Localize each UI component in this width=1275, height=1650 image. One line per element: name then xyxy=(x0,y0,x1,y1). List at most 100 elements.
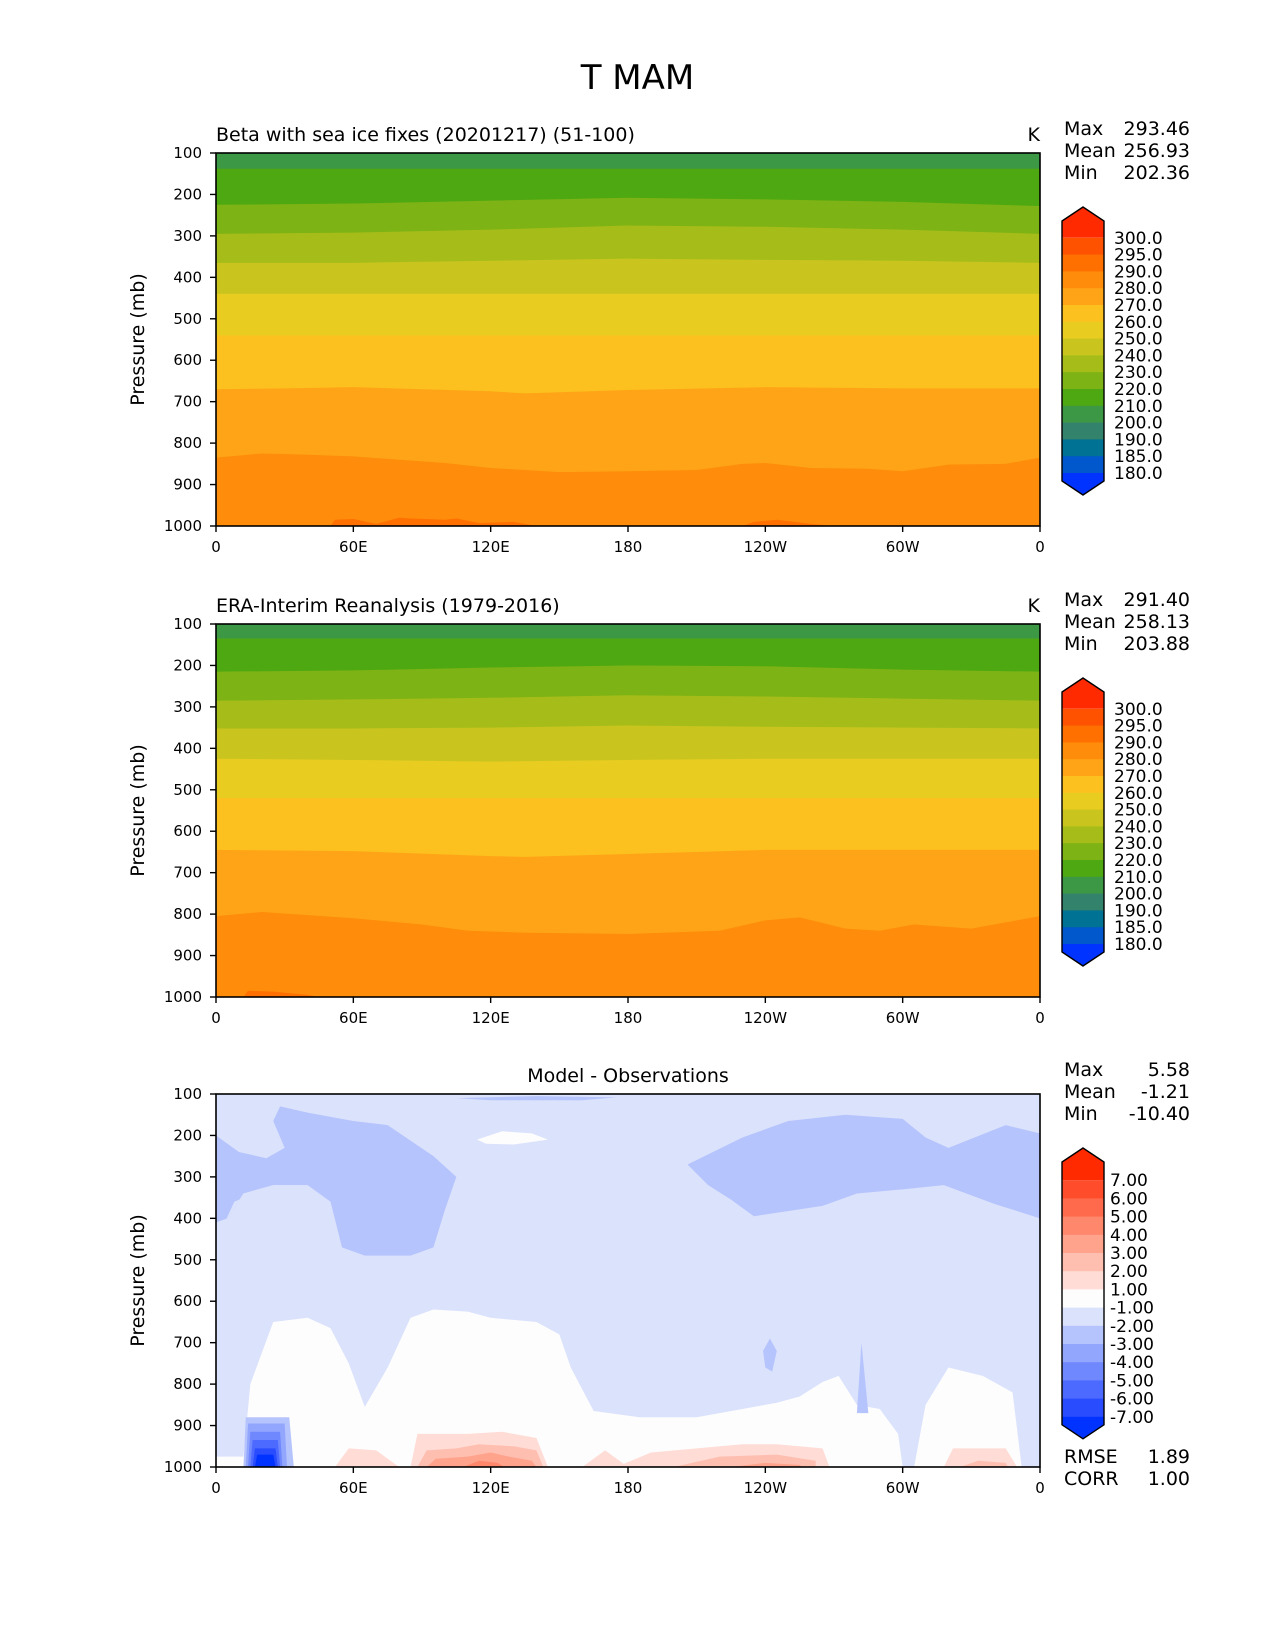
stat-label: Max xyxy=(1064,1059,1103,1081)
colorbar-segment xyxy=(1062,321,1104,340)
colorbar-segment xyxy=(1062,826,1104,844)
colorbar-tick-label: 190.0 xyxy=(1114,430,1163,450)
y-tick-label: 300 xyxy=(173,698,202,716)
colorbar-outline xyxy=(1061,1147,1105,1440)
contour-region xyxy=(335,1448,400,1467)
colorbar-segment xyxy=(1062,1198,1104,1218)
colorbar-segment xyxy=(1062,708,1104,727)
units-label: K xyxy=(1028,124,1041,146)
y-tick-label: 800 xyxy=(173,905,202,923)
x-tick-label: 60W xyxy=(886,538,920,556)
colorbar-tick-label: 220.0 xyxy=(1114,380,1163,400)
bottom-stat-value: 1.89 xyxy=(1148,1446,1190,1468)
colorbar-tick-label: 270.0 xyxy=(1114,296,1163,316)
colorbar-segment xyxy=(1062,338,1104,356)
y-tick-label: 1000 xyxy=(164,1458,202,1476)
y-tick-label: 700 xyxy=(173,393,202,411)
colorbar-tick-label: 6.00 xyxy=(1110,1189,1148,1209)
contour-region xyxy=(763,1338,777,1372)
panel-2: 100 200 300 400 500 600 700 800 900 1000 0 60E 120E 1… xyxy=(127,589,1190,1027)
figure-title: T MAM xyxy=(580,58,695,98)
contour-region xyxy=(216,1185,342,1252)
stat-label: Min xyxy=(1064,162,1098,184)
colorbar-segment xyxy=(1062,893,1104,911)
contour-region xyxy=(856,1342,869,1414)
y-tick-label: 600 xyxy=(173,1292,202,1310)
stat-value: 5.58 xyxy=(1148,1059,1190,1081)
y-tick-label: 900 xyxy=(173,947,202,965)
stat-label: Min xyxy=(1064,633,1098,655)
colorbar-tick-label: 210.0 xyxy=(1114,868,1163,888)
bottom-stat-label: RMSE xyxy=(1064,1446,1118,1468)
colorbar-segment xyxy=(1062,910,1104,928)
colorbar-tick-label: 230.0 xyxy=(1114,363,1163,383)
colorbar-tick-label: 190.0 xyxy=(1114,901,1163,921)
panel-3: 100 200 300 400 500 600 700 800 900 1000 0 60E 120E 1… xyxy=(127,1059,1190,1497)
colorbar-tick-label: 185.0 xyxy=(1114,447,1163,467)
x-tick-label: 120W xyxy=(744,1479,788,1497)
y-tick-label: 400 xyxy=(173,1209,202,1227)
colorbar-segment xyxy=(1062,792,1104,811)
stat-value: 291.40 xyxy=(1124,589,1190,611)
x-tick-label: 180 xyxy=(614,1479,643,1497)
colorbar: 7.006.005.004.003.002.001.00-1.00-2.00-3… xyxy=(1061,1147,1154,1440)
colorbar-tick-label: 290.0 xyxy=(1114,262,1163,282)
colorbar-outline xyxy=(1061,206,1105,496)
colorbar-tick-label: 240.0 xyxy=(1114,346,1163,366)
y-tick-label: 200 xyxy=(173,656,202,674)
colorbar-extend-max xyxy=(1062,1148,1104,1181)
x-tick-label: 120W xyxy=(744,538,788,556)
colorbar-segment xyxy=(1062,439,1104,457)
y-axis-title: Pressure (mb) xyxy=(127,273,149,406)
contour-region xyxy=(476,1131,548,1145)
contour-band xyxy=(216,517,1040,526)
bottom-stat-value: 1.00 xyxy=(1148,1468,1190,1490)
y-tick-label: 800 xyxy=(173,1375,202,1393)
y-tick-label: 500 xyxy=(173,781,202,799)
x-tick-label: 120E xyxy=(472,1479,510,1497)
colorbar-segment xyxy=(1062,742,1104,760)
colorbar-segment xyxy=(1062,1380,1104,1400)
y-tick-label: 500 xyxy=(173,310,202,328)
colorbar-tick-label: 220.0 xyxy=(1114,851,1163,871)
y-tick-label: 100 xyxy=(173,1085,202,1103)
y-tick-label: 700 xyxy=(173,1334,202,1352)
colorbar-outline xyxy=(1061,677,1105,967)
y-tick-label: 900 xyxy=(173,1417,202,1435)
colorbar-tick-label: 290.0 xyxy=(1114,733,1163,753)
colorbar-segment xyxy=(1062,876,1104,895)
colorbar-segment xyxy=(1062,254,1104,272)
colorbar-tick-label: 230.0 xyxy=(1114,834,1163,854)
contour-region xyxy=(463,1460,505,1467)
colorbar: 300.0295.0290.0280.0270.0260.0250.0240.0… xyxy=(1061,206,1163,496)
y-axis-title: Pressure (mb) xyxy=(127,744,149,877)
y-tick-label: 400 xyxy=(173,268,202,286)
colorbar-tick-label: 180.0 xyxy=(1114,464,1163,484)
bottom-stat-label: CORR xyxy=(1064,1468,1119,1490)
colorbar-tick-label: 185.0 xyxy=(1114,918,1163,938)
colorbar-extend-min xyxy=(1062,944,1104,966)
x-tick-label: 120W xyxy=(744,1009,788,1027)
stat-value: 258.13 xyxy=(1124,611,1190,633)
colorbar-segment xyxy=(1062,1253,1104,1272)
y-tick-label: 800 xyxy=(173,434,202,452)
colorbar-segment xyxy=(1062,1180,1104,1199)
colorbar-tick-label: -4.00 xyxy=(1110,1353,1154,1373)
colorbar-tick-label: 1.00 xyxy=(1110,1280,1148,1300)
stat-value: 202.36 xyxy=(1124,162,1190,184)
colorbar-tick-label: 3.00 xyxy=(1110,1244,1148,1264)
x-tick-label: 60W xyxy=(886,1479,920,1497)
stat-label: Max xyxy=(1064,589,1103,611)
stat-label: Min xyxy=(1064,1103,1098,1125)
x-tick-label: 180 xyxy=(614,538,643,556)
contour-region xyxy=(426,1452,537,1467)
colorbar-extend-min xyxy=(1062,473,1104,495)
contour-field xyxy=(216,1094,1040,1467)
contour-field xyxy=(216,624,1040,997)
y-tick-label: 600 xyxy=(173,822,202,840)
y-tick-label: 400 xyxy=(173,739,202,757)
colorbar-segment xyxy=(1062,271,1104,289)
y-tick-label: 1000 xyxy=(164,988,202,1006)
colorbar-segment xyxy=(1062,1325,1104,1345)
colorbar-tick-label: 7.00 xyxy=(1110,1171,1148,1191)
